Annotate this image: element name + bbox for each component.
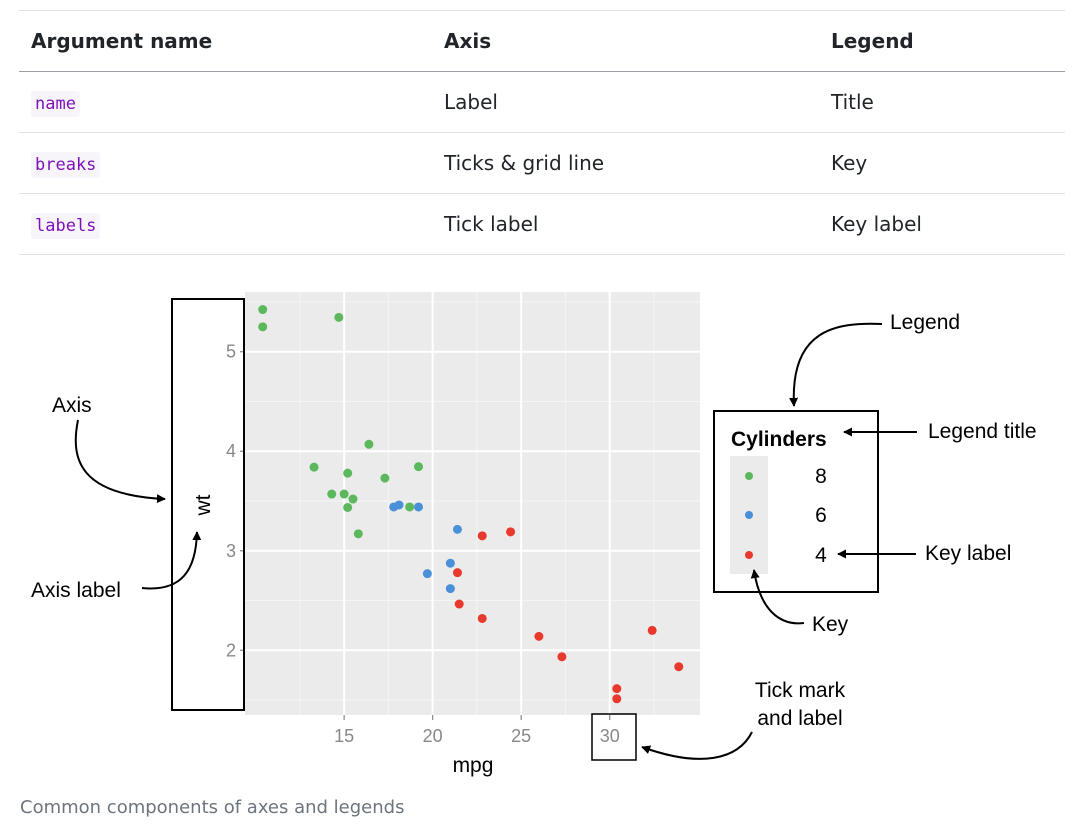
data-point-cyl-6 [414,502,424,512]
y-axis-ticks: 2 3 4 5 [226,342,245,660]
data-point-cyl-4 [674,662,684,672]
data-point-cyl-6 [445,584,455,594]
cell-legend: Key label [819,193,1065,255]
cell-axis: Label [432,71,819,133]
data-point-cyl-8 [414,462,424,472]
figure-caption: Common components of axes and legends [20,797,405,818]
annotation-tick-mark-line2: and label [757,707,842,730]
cell-legend: Key [819,132,1065,194]
y-tick-label: 5 [226,342,236,362]
argument-code: labels [31,213,101,239]
argument-code: breaks [31,152,101,178]
cell-argument: labels [19,193,432,255]
arrow-tick-mark [641,731,753,760]
annotation-key-label: Key label [925,542,1011,565]
header-legend: Legend [819,10,1065,72]
legend-title: Cylinders [731,428,827,451]
cell-argument: breaks [19,132,432,194]
data-point-cyl-4 [477,613,487,623]
data-point-cyl-8 [339,489,349,499]
data-point-cyl-4 [612,684,622,694]
plot-panel [245,292,700,715]
data-point-cyl-8 [380,473,390,483]
y-tick-label: 2 [226,640,236,660]
data-point-cyl-6 [445,558,455,568]
minor-grid [245,292,700,715]
data-point-cyl-6 [422,569,432,579]
data-points [258,305,684,704]
cell-argument: name [19,71,432,133]
data-point-cyl-8 [258,305,268,315]
data-point-cyl-6 [394,500,404,510]
tick-highlight-box [591,713,637,761]
annotation-tick-mark-line1: Tick mark [755,679,846,702]
data-point-cyl-8 [348,494,358,504]
x-axis-ticks: 15 20 25 30 [334,715,620,746]
data-point-cyl-4 [647,625,657,635]
arrow-axis [74,419,166,504]
axis-highlight-box [171,298,245,711]
legend-box [713,410,879,593]
data-point-cyl-4 [534,631,544,641]
legend-label-8: 8 [815,465,827,488]
data-point-cyl-4 [477,531,487,541]
x-tick-label: 15 [334,726,354,746]
arrow-key [750,569,805,625]
data-point-cyl-4 [452,568,462,578]
data-point-cyl-4 [612,694,622,704]
legend-key-6 [745,511,753,519]
cell-axis: Ticks & grid line [432,132,819,194]
table-row: labels Tick label Key label [19,193,1065,255]
table-row: name Label Title [19,71,1065,133]
data-point-cyl-8 [327,489,337,499]
data-point-cyl-4 [557,652,567,662]
y-axis-title: wt [192,494,215,516]
data-point-cyl-4 [506,527,516,537]
data-point-cyl-8 [309,462,319,472]
annotation-key: Key [812,613,849,636]
y-tick-label: 4 [226,441,236,461]
data-point-cyl-8 [343,502,353,512]
arguments-table: Argument name Axis Legend name Label Tit… [19,10,1065,255]
annotated-scatter-figure: 15 20 25 30 2 3 4 5 mpg wt Cylinders 8 6 4 Axi… [31,292,1037,777]
annotation-legend: Legend [890,311,960,334]
annotation-legend-title: Legend title [928,420,1037,443]
x-tick-label: 20 [423,726,443,746]
table-header-row: Argument name Axis Legend [19,10,1065,72]
legend-key-4 [745,551,753,559]
annotation-axis-label: Axis label [31,579,121,602]
major-grid [245,292,700,715]
y-tick-label: 3 [226,541,236,561]
data-point-cyl-8 [258,322,268,332]
header-argument-name: Argument name [19,10,432,72]
data-point-cyl-8 [364,439,374,449]
x-axis-title: mpg [453,754,494,777]
x-tick-label: 25 [511,726,531,746]
data-point-cyl-8 [405,502,415,512]
arrow-axis-label [141,531,202,590]
legend-label-4: 4 [815,544,827,567]
argument-code: name [31,91,80,117]
arrow-legend [789,322,883,407]
x-tick-label: 30 [600,726,620,746]
data-point-cyl-4 [454,599,464,609]
header-axis: Axis [432,10,819,72]
legend-key-8 [745,472,753,480]
data-point-cyl-6 [452,524,462,534]
data-point-cyl-8 [343,468,353,478]
data-point-cyl-8 [334,312,344,322]
legend-label-6: 6 [815,504,827,527]
annotation-axis: Axis [52,394,92,417]
table-row: breaks Ticks & grid line Key [19,132,1065,194]
cell-axis: Tick label [432,193,819,255]
cell-legend: Title [819,71,1065,133]
data-point-cyl-8 [353,529,363,539]
